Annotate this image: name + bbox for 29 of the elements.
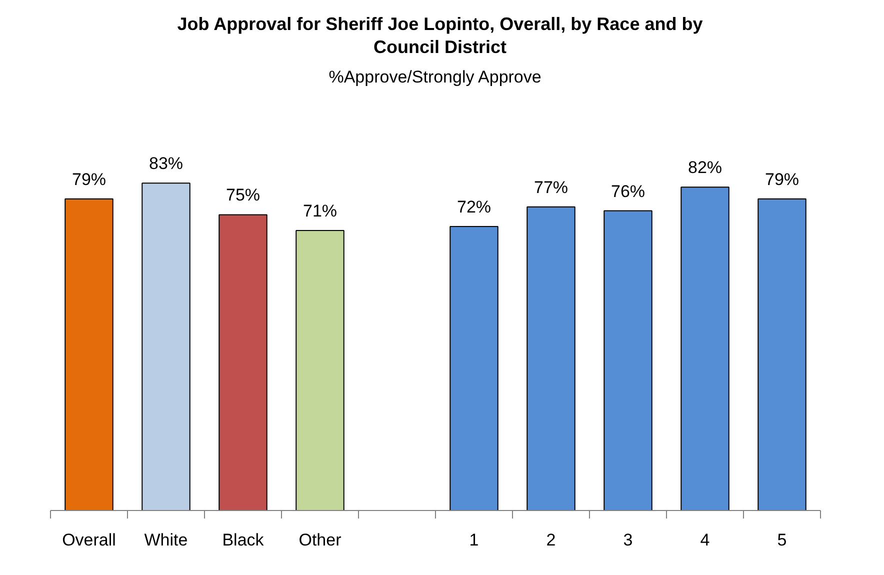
bar (296, 230, 344, 510)
bar (604, 210, 652, 510)
bar (64, 198, 114, 510)
x-tick-label: 3 (623, 530, 633, 550)
x-tick-label: 2 (546, 530, 556, 550)
bar (218, 214, 268, 510)
x-tick-label: Other (298, 530, 342, 550)
chart-subtitle: %Approve/Strongly Approve (328, 68, 542, 86)
bar (142, 182, 190, 510)
x-tick-label: 1 (469, 530, 479, 550)
x-tick-label: 4 (700, 530, 710, 550)
data-label: 82% (688, 158, 722, 178)
bar (680, 186, 730, 510)
data-label: 71% (302, 201, 338, 220)
bar (450, 226, 498, 510)
x-tick-label: 5 (777, 530, 787, 550)
data-label: 79% (72, 170, 106, 189)
data-label: 77% (534, 178, 568, 197)
data-label: 76% (610, 182, 646, 201)
bar (758, 198, 806, 510)
data-label: 72% (456, 198, 492, 217)
x-tick-label: Overall (62, 530, 116, 550)
bar (526, 206, 576, 510)
chart-title: Job Approval for Sheriff Joe Lopinto, Overall, by Race and by Council District (176, 13, 704, 60)
data-label: 79% (764, 170, 800, 189)
data-label: 83% (148, 154, 184, 174)
x-tick-label: White (144, 530, 188, 550)
x-tick-label: Black (222, 530, 264, 550)
data-label: 75% (226, 186, 260, 205)
